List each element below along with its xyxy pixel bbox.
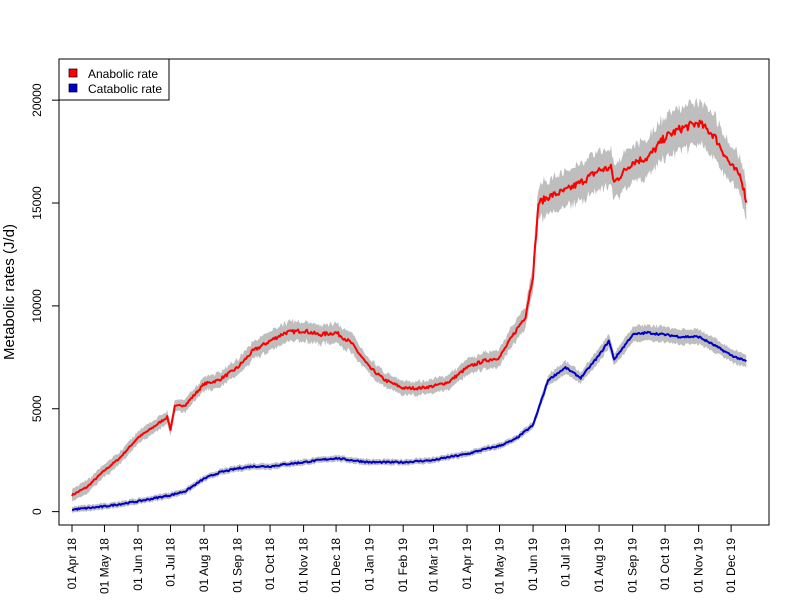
legend-box: [58, 58, 170, 101]
x-tick-label: 01 May 19: [493, 538, 507, 594]
y-axis-title: Metabolic rates (J/d): [1, 224, 18, 360]
x-tick-label: 01 Mar 19: [426, 538, 440, 592]
legend-swatch-catabolic: [68, 83, 78, 93]
y-tick-label: 5000: [30, 395, 44, 422]
x-tick-label: 01 Jun 18: [131, 538, 145, 591]
x-tick-label: 01 Dec 18: [329, 538, 343, 593]
x-tick-label: 01 Oct 18: [263, 538, 277, 590]
confidence-band-anabolic: [72, 97, 747, 502]
x-tick-label: 01 Nov 18: [297, 538, 311, 593]
x-axis: 01 Apr 18 01 May 18 01 Jun 18 01 Jul 18 01 A…: [65, 524, 738, 594]
series-line-anabolic: [71, 119, 748, 497]
y-tick-label: 10000: [30, 289, 44, 323]
x-tick-label: 01 Dec 19: [724, 538, 738, 593]
legend: Anabolic rate Catabolic rate: [58, 58, 170, 101]
confidence-band-catabolic: [72, 323, 747, 513]
x-tick-label: 01 Nov 19: [692, 538, 706, 593]
x-tick-label: 01 Feb 19: [396, 538, 410, 592]
legend-label-catabolic: Catabolic rate: [88, 82, 162, 96]
x-tick-label: 01 Oct 19: [658, 538, 672, 590]
x-tick-label: 01 Jan 19: [363, 538, 377, 591]
y-tick-label: 20000: [30, 83, 44, 117]
y-tick-label: 0: [30, 508, 44, 515]
x-tick-label: 01 May 18: [97, 538, 111, 594]
series-lines: [71, 119, 748, 511]
x-tick-label: 01 Sep 18: [231, 538, 245, 593]
y-axis: 0 5000 10000 15000 20000: [30, 83, 60, 515]
series-line-catabolic: [71, 330, 747, 511]
y-tick-label: 15000: [30, 186, 44, 220]
x-tick-label: 01 Aug 18: [197, 538, 211, 592]
x-tick-label: 01 Apr 19: [460, 538, 474, 590]
x-tick-label: 01 Aug 19: [592, 538, 606, 592]
legend-swatch-anabolic: [68, 68, 78, 78]
x-tick-label: 01 Apr 18: [65, 538, 79, 590]
x-tick-label: 01 Sep 19: [626, 538, 640, 593]
x-tick-label: 01 Jun 19: [526, 538, 540, 591]
legend-label-anabolic: Anabolic rate: [88, 67, 158, 81]
confidence-bands: [72, 97, 747, 513]
x-tick-label: 01 Jul 19: [559, 538, 573, 587]
x-tick-label: 01 Jul 18: [163, 538, 177, 587]
